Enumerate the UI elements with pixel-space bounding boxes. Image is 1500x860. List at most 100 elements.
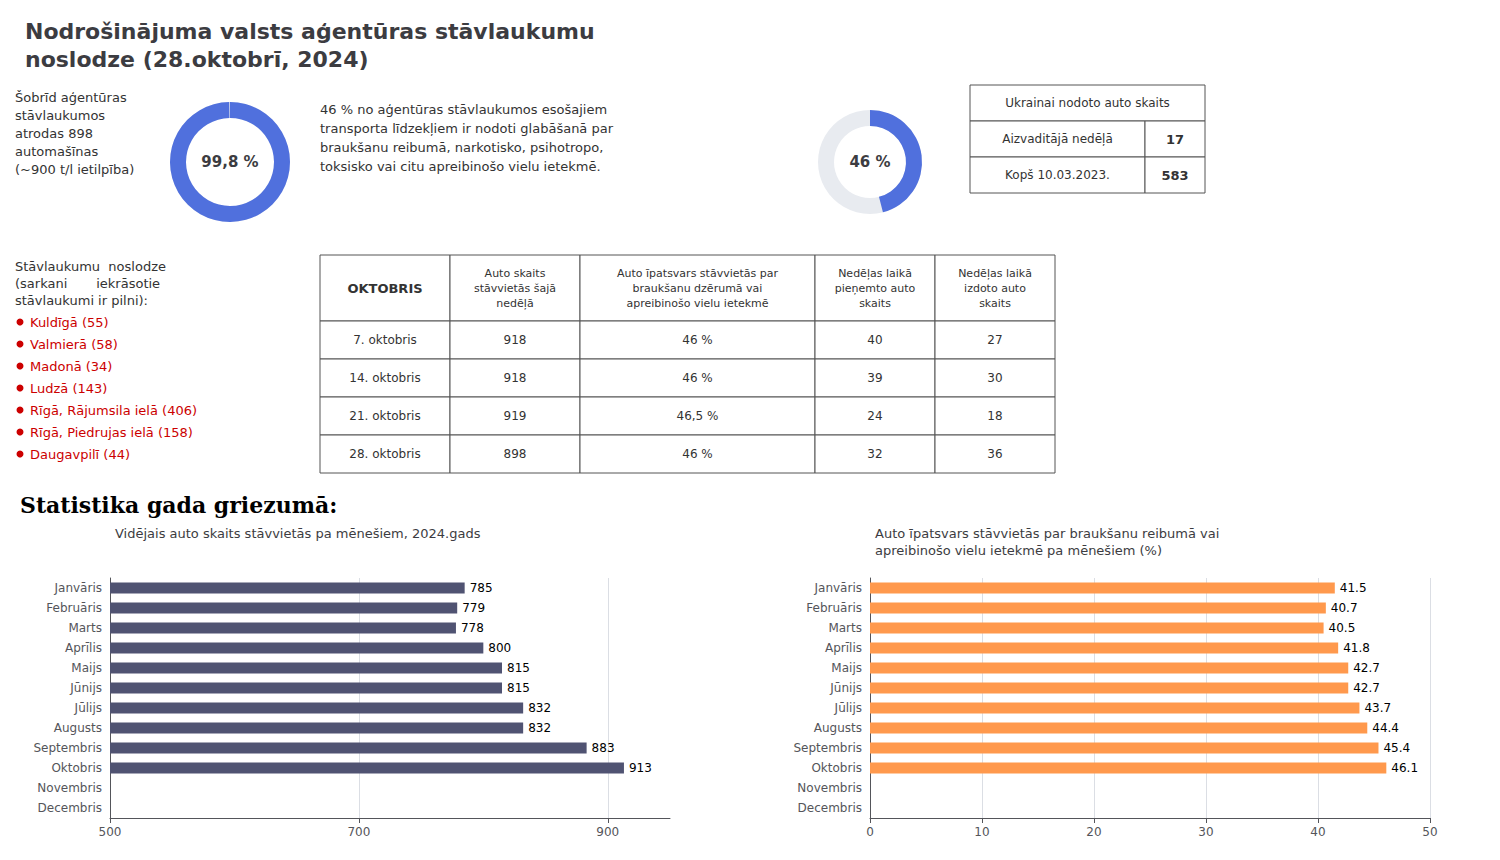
svg-text:20: 20 — [1086, 825, 1101, 839]
svg-text:Jūlijs: Jūlijs — [74, 701, 102, 715]
svg-text:Kuldīgā (55): Kuldīgā (55) — [30, 315, 109, 330]
svg-text:Februāris: Februāris — [46, 601, 102, 615]
svg-text:nedēļā: nedēļā — [496, 297, 533, 310]
svg-text:Augusts: Augusts — [814, 721, 862, 735]
svg-text:Jūnijs: Jūnijs — [829, 681, 862, 695]
svg-text:24: 24 — [867, 409, 882, 423]
svg-text:50: 50 — [1422, 825, 1437, 839]
svg-text:500: 500 — [99, 825, 122, 839]
svg-text:Rīgā, Piedrujas ielā (158): Rīgā, Piedrujas ielā (158) — [30, 425, 193, 440]
svg-text:Marts: Marts — [828, 621, 862, 635]
svg-text:898: 898 — [504, 447, 527, 461]
svg-text:Aprīlis: Aprīlis — [825, 641, 862, 655]
svg-text:Augusts: Augusts — [54, 721, 102, 735]
svg-text:skaits: skaits — [979, 297, 1011, 310]
svg-text:Nodrošinājuma valsts aģentūras: Nodrošinājuma valsts aģentūras stāvlauku… — [25, 19, 595, 44]
svg-text:braukšanu dzērumā vai: braukšanu dzērumā vai — [633, 282, 763, 295]
svg-text:583: 583 — [1161, 168, 1188, 183]
svg-text:Jūlijs: Jūlijs — [834, 701, 862, 715]
svg-text:pieņemto auto: pieņemto auto — [835, 282, 916, 295]
svg-text:46 %: 46 % — [682, 333, 713, 347]
svg-text:Janvāris: Janvāris — [814, 581, 862, 595]
svg-text:41.8: 41.8 — [1343, 641, 1370, 655]
svg-text:46 % no aģentūras stāvlaukumos: 46 % no aģentūras stāvlaukumos esošajiem — [320, 102, 607, 117]
svg-text:Valmierā (58): Valmierā (58) — [30, 337, 118, 352]
svg-text:braukšanu reibumā, narkotisko,: braukšanu reibumā, narkotisko, psihotrop… — [320, 140, 603, 155]
svg-text:Septembris: Septembris — [793, 741, 862, 755]
svg-text:10: 10 — [974, 825, 989, 839]
svg-text:apreibinošo vielu ietekmē pa m: apreibinošo vielu ietekmē pa mēnešiem (%… — [875, 543, 1162, 558]
svg-text:40: 40 — [1310, 825, 1325, 839]
svg-text:Daugavpilī (44): Daugavpilī (44) — [30, 447, 130, 462]
svg-text:30: 30 — [1198, 825, 1213, 839]
svg-text:Septembris: Septembris — [33, 741, 102, 755]
svg-text:Maijs: Maijs — [831, 661, 862, 675]
svg-text:832: 832 — [528, 701, 551, 715]
svg-text:Decembris: Decembris — [38, 801, 102, 815]
svg-text:atrodas 898: atrodas 898 — [15, 126, 93, 141]
svg-text:Rīgā, Rājumsila ielā (406): Rīgā, Rājumsila ielā (406) — [30, 403, 197, 418]
svg-text:Auto īpatsvars stāvvietās par: Auto īpatsvars stāvvietās par braukšanu … — [875, 526, 1219, 541]
svg-text:40.7: 40.7 — [1331, 601, 1358, 615]
svg-text:Novembris: Novembris — [37, 781, 102, 795]
svg-text:17: 17 — [1166, 132, 1184, 147]
svg-text:Vidējais auto skaits stāvvietā: Vidējais auto skaits stāvvietās pa mēneš… — [115, 526, 481, 541]
svg-text:toksisko vai citu apreibinošo: toksisko vai citu apreibinošo vielu iete… — [320, 159, 601, 174]
svg-text:42.7: 42.7 — [1353, 661, 1380, 675]
svg-text:46 %: 46 % — [849, 153, 890, 171]
svg-text:OKTOBRIS: OKTOBRIS — [347, 281, 422, 296]
svg-text:Šobrīd aģentūras: Šobrīd aģentūras — [15, 90, 127, 105]
svg-text:7. oktobris: 7. oktobris — [353, 333, 417, 347]
svg-text:30: 30 — [987, 371, 1002, 385]
svg-text:noslodze (28.oktobrī, 2024): noslodze (28.oktobrī, 2024) — [25, 47, 369, 72]
svg-text:skaits: skaits — [859, 297, 891, 310]
svg-text:900: 900 — [596, 825, 619, 839]
svg-text:883: 883 — [592, 741, 615, 755]
svg-text:815: 815 — [507, 681, 530, 695]
svg-text:32: 32 — [867, 447, 882, 461]
svg-text:815: 815 — [507, 661, 530, 675]
svg-text:stāvlaukumos: stāvlaukumos — [15, 108, 105, 123]
svg-text:14. oktobris: 14. oktobris — [349, 371, 420, 385]
svg-text:40: 40 — [867, 333, 882, 347]
svg-text:918: 918 — [504, 371, 527, 385]
svg-text:41.5: 41.5 — [1340, 581, 1367, 595]
svg-text:Kopš 10.03.2023.: Kopš 10.03.2023. — [1005, 168, 1110, 182]
svg-text:Oktobris: Oktobris — [51, 761, 102, 775]
svg-text:Februāris: Februāris — [806, 601, 862, 615]
svg-text:Ludzā (143): Ludzā (143) — [30, 381, 107, 396]
svg-text:Oktobris: Oktobris — [811, 761, 862, 775]
svg-text:46 %: 46 % — [682, 447, 713, 461]
svg-text:stāvlaukumi ir pilni):: stāvlaukumi ir pilni): — [15, 293, 148, 308]
svg-text:Ukrainai nodoto auto skaits: Ukrainai nodoto auto skaits — [1005, 96, 1170, 110]
svg-text:28. oktobris: 28. oktobris — [349, 447, 420, 461]
svg-text:izdoto auto: izdoto auto — [964, 282, 1026, 295]
svg-text:21. oktobris: 21. oktobris — [349, 409, 420, 423]
svg-text:Auto skaits: Auto skaits — [485, 267, 546, 280]
svg-text:Stāvlaukumu noslodze: Stāvlaukumu noslodze — [15, 259, 166, 274]
svg-text:automašīnas: automašīnas — [15, 144, 98, 159]
svg-text:Aizvaditājā nedēļā: Aizvaditājā nedēļā — [1002, 132, 1112, 146]
svg-text:transporta līdzekļiem ir nodot: transporta līdzekļiem ir nodoti glabāšan… — [320, 121, 614, 136]
svg-text:Janvāris: Janvāris — [54, 581, 102, 595]
svg-text:stāvvietās šajā: stāvvietās šajā — [474, 282, 556, 295]
svg-text:99,8 %: 99,8 % — [201, 153, 258, 171]
svg-text:Jūnijs: Jūnijs — [69, 681, 102, 695]
svg-text:apreibinošo vielu ietekmē: apreibinošo vielu ietekmē — [626, 297, 768, 310]
svg-text:46 %: 46 % — [682, 371, 713, 385]
svg-text:Nedēļas laikā: Nedēļas laikā — [838, 267, 912, 280]
svg-text:36: 36 — [987, 447, 1002, 461]
svg-text:778: 778 — [461, 621, 484, 635]
svg-text:918: 918 — [504, 333, 527, 347]
svg-text:Decembris: Decembris — [798, 801, 862, 815]
svg-text:Auto īpatsvars stāvvietās par: Auto īpatsvars stāvvietās par — [617, 267, 778, 280]
svg-text:46.1: 46.1 — [1391, 761, 1418, 775]
svg-text:913: 913 — [629, 761, 652, 775]
svg-text:45.4: 45.4 — [1383, 741, 1410, 755]
svg-text:800: 800 — [488, 641, 511, 655]
svg-text:0: 0 — [866, 825, 874, 839]
svg-text:779: 779 — [462, 601, 485, 615]
svg-text:785: 785 — [470, 581, 493, 595]
svg-text:Aprīlis: Aprīlis — [65, 641, 102, 655]
svg-text:Maijs: Maijs — [71, 661, 102, 675]
